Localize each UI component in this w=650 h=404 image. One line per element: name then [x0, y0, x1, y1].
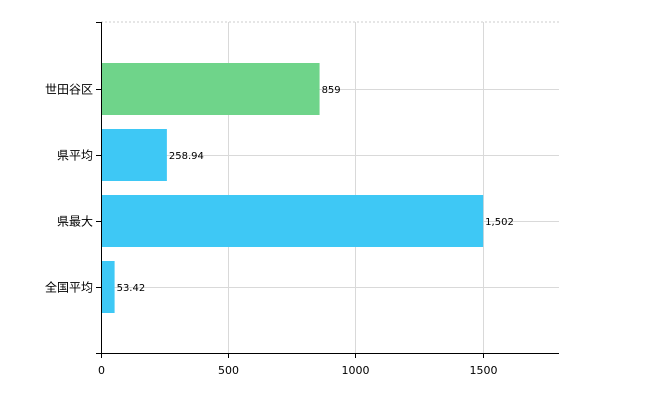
x-tick-label: 0	[98, 364, 105, 377]
category-label-3: 県最大	[57, 215, 93, 229]
bars	[102, 63, 484, 313]
data-label-3: 1,502	[485, 217, 514, 228]
category-label-1: 世田谷区	[45, 83, 93, 97]
category-label-4: 全国平均	[45, 280, 93, 295]
category-label-2: 県平均	[57, 149, 93, 163]
data-label-4: 53.42	[117, 283, 146, 294]
bar-4	[102, 261, 115, 313]
bar-1	[102, 63, 320, 115]
x-tick-label: 1000	[342, 364, 370, 377]
data-label-2: 258.94	[169, 151, 204, 162]
data-label-1: 859	[322, 85, 341, 96]
axes	[96, 22, 559, 358]
x-tick-label: 500	[218, 364, 239, 377]
x-tick-label: 1500	[470, 364, 498, 377]
bar-2	[102, 129, 167, 181]
bar-3	[102, 195, 484, 247]
